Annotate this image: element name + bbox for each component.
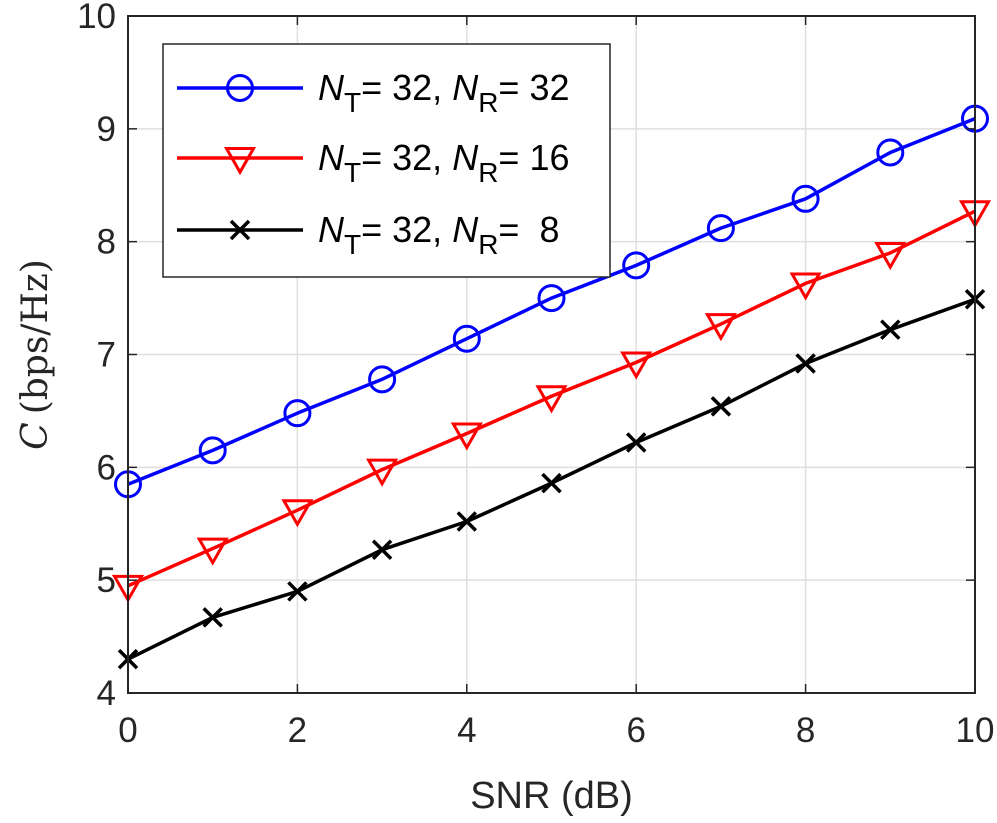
y-tick-label: 8 [97,223,116,262]
legend-entry-2: NT= 32, NR= 16 [177,137,570,188]
series-line [127,209,976,588]
series-3 [117,288,986,670]
data-point-marker [456,511,478,532]
data-point-marker [368,365,397,394]
legend-marker [229,219,251,241]
data-point-marker [281,499,314,528]
data-point-marker [880,319,901,340]
legend-label-part: T [344,229,361,260]
legend-label: NT= 32, NR= 16 [318,137,570,188]
data-point-marker [371,539,393,560]
data-point-marker [287,581,308,602]
legend-label-part: R [478,229,498,260]
legend-label-part: N [318,137,345,178]
legend-box [162,43,611,278]
data-point-marker [452,324,481,353]
x-axis-label: SNR (dB) [470,775,633,817]
legend-label-part: T [344,157,361,188]
data-point-marker [620,351,653,380]
x-tick-label: 4 [457,711,476,750]
data-point-marker [622,251,651,280]
y-axis-label-unit: (bps/Hz) [15,259,56,414]
series-2 [111,200,992,604]
series-line [127,297,976,661]
data-point-marker [198,436,227,465]
y-tick-label: 6 [97,448,116,487]
legend-label-part: = 8 [498,209,559,250]
legend-entry-3: NT= 32, NR= 8 [177,209,559,260]
legend-label-part: = 32, [361,67,452,108]
data-point-marker [366,458,399,487]
legend-label: NT= 32, NR= 8 [318,209,559,260]
legend-label-part: R [478,87,498,118]
data-point-marker [537,284,566,313]
data-point-marker [450,422,483,451]
y-tick-label: 5 [97,561,116,600]
legend-label-part: = 32 [498,67,569,108]
legend-label-part: = 32, [361,137,452,178]
y-tick-label: 9 [97,110,116,149]
x-tick-label: 0 [118,711,137,750]
data-point-marker [625,432,647,453]
data-point-marker [876,138,905,167]
x-tick-label: 6 [626,711,645,750]
data-point-marker [202,607,223,628]
x-tick-label: 8 [796,711,815,750]
tick-labels: 0 2 4 6 8 10 4 5 6 7 8 9 10 [77,0,994,750]
data-point-marker [541,472,562,494]
data-point-marker [283,399,312,428]
data-point-marker [789,272,822,301]
series-line [127,117,976,486]
legend-marker [226,74,254,102]
data-point-marker [795,353,816,374]
y-tick-label: 4 [97,674,116,713]
legend-label-part: T [344,87,361,118]
y-tick-label: 10 [77,0,116,36]
y-axis-label-symbol: C [15,422,56,450]
y-tick-label: 7 [97,336,116,375]
legend-label-part: N [452,209,479,250]
data-point-marker [535,385,568,414]
legend-label-part: R [478,157,498,188]
ticks [127,15,976,694]
legend-label-part: = 16 [498,137,569,178]
legend-label-part: N [452,67,479,108]
data-point-marker [704,313,737,342]
legend-label-part: = 32, [361,209,452,250]
data-point-marker [196,537,229,566]
y-axis-label: C (bps/Hz) [15,259,56,450]
data-point-marker [710,396,732,417]
legend-label-part: N [452,137,479,178]
data-point-marker [874,242,907,271]
legend-marker [223,147,257,176]
legend-entry-1: NT= 32, NR= 32 [177,67,570,118]
data-point-marker [791,184,820,213]
x-tick-label: 10 [956,711,995,750]
legend-label: NT= 32, NR= 32 [318,67,570,118]
x-tick-label: 2 [288,711,307,750]
data-point-marker [706,214,735,243]
legend-label-part: N [318,67,345,108]
legend-label-part: N [318,209,345,250]
